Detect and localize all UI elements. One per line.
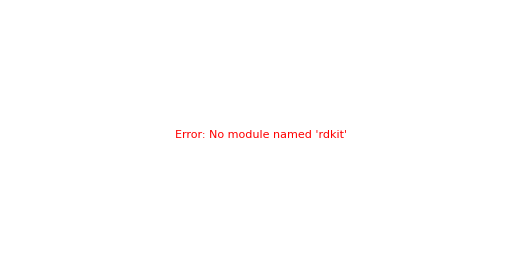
Text: Error: No module named 'rdkit': Error: No module named 'rdkit' [175, 129, 348, 140]
